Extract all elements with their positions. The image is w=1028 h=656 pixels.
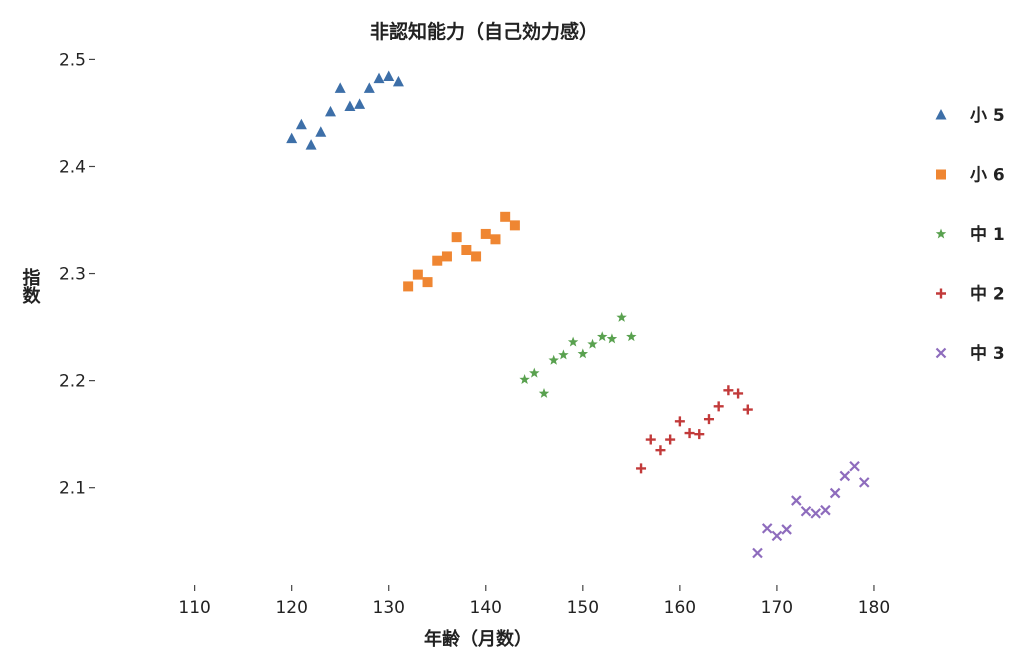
x-tick-label: 150: [567, 598, 599, 618]
data-point: [383, 70, 395, 82]
y-axis-label: 指数: [20, 267, 41, 305]
data-point: [636, 463, 647, 474]
y-tick-label: 2.5: [59, 50, 86, 70]
data-point: [703, 414, 714, 425]
data-point: [829, 487, 841, 499]
data-point: [645, 434, 656, 445]
data-point: [723, 385, 734, 396]
data-point: [509, 220, 520, 231]
data-point: [558, 349, 569, 360]
y-tick-label: 2.4: [59, 157, 86, 177]
x-tick-label: 180: [858, 598, 890, 618]
y-tick-label: 2.3: [59, 265, 86, 285]
data-point: [480, 228, 491, 239]
data-point: [771, 530, 783, 542]
x-tick-label: 110: [178, 598, 210, 618]
data-point: [597, 331, 608, 342]
data-point: [286, 132, 298, 144]
legend-label: 中 2: [970, 284, 1005, 305]
data-point: [733, 388, 744, 399]
data-point: [587, 338, 598, 349]
data-point: [548, 354, 559, 365]
data-point: [567, 336, 579, 347]
legend-marker: [935, 228, 947, 239]
x-tick-label: 120: [275, 598, 307, 618]
data-point: [373, 72, 385, 84]
data-point: [403, 281, 414, 292]
legend-label: 中 1: [970, 224, 1005, 245]
y-axis: 2.1 2.2 2.3 2.4 2.5: [59, 50, 95, 499]
data-point: [752, 547, 763, 559]
x-tick-label: 130: [373, 598, 405, 618]
x-tick-label: 160: [664, 598, 696, 618]
y-tick-label: 2.2: [59, 372, 86, 392]
y-tick-label: 2.1: [59, 479, 86, 499]
data-point: [392, 75, 404, 87]
data-point: [451, 232, 462, 243]
chart-title: 非認知能力（自己効力感）: [370, 20, 598, 43]
data-point: [820, 504, 831, 516]
data-point: [800, 505, 812, 517]
data-point: [849, 461, 860, 472]
data-point: [839, 470, 851, 482]
legend-label: 小 5: [970, 106, 1005, 126]
legend-marker: [935, 109, 947, 120]
legend-label: 中 3: [970, 343, 1005, 364]
data-point: [305, 139, 317, 150]
data-point: [412, 269, 423, 280]
data-point: [295, 118, 307, 130]
data-point: [354, 98, 366, 109]
data-point: [577, 348, 589, 359]
data-point: [500, 211, 511, 222]
series-group: [636, 385, 753, 474]
legend-marker: [936, 288, 946, 299]
data-point: [674, 416, 685, 427]
data-point: [471, 251, 482, 262]
legend-label: 小 6: [970, 166, 1005, 186]
data-point: [441, 251, 452, 262]
data-point: [655, 445, 666, 456]
data-point: [781, 524, 792, 535]
series-group: [752, 461, 870, 559]
x-tick-label: 140: [470, 598, 502, 618]
x-axis-label: 年齢（月数）: [424, 628, 532, 650]
data-point: [363, 82, 375, 93]
series-group: [519, 311, 637, 398]
plot-area: [286, 70, 870, 559]
data-point: [694, 429, 705, 440]
data-point: [529, 367, 540, 378]
data-point: [616, 311, 627, 322]
legend-marker: [935, 347, 947, 359]
data-point: [810, 508, 822, 519]
data-point: [432, 255, 443, 266]
series-group: [403, 211, 520, 292]
data-point: [791, 495, 802, 506]
data-point: [461, 245, 472, 255]
data-point: [761, 523, 773, 534]
legend-marker: [936, 169, 946, 180]
series-group: [286, 70, 404, 150]
data-point: [684, 428, 695, 439]
data-point: [315, 126, 327, 137]
data-point: [422, 277, 433, 288]
data-point: [490, 234, 501, 245]
data-point: [344, 100, 356, 112]
data-point: [713, 401, 724, 412]
data-point: [665, 434, 676, 445]
data-point: [742, 404, 753, 415]
data-point: [858, 477, 870, 488]
data-point: [606, 333, 618, 344]
data-point: [626, 331, 637, 342]
data-point: [519, 374, 530, 385]
data-point: [538, 387, 550, 398]
data-point: [325, 105, 336, 117]
x-axis: 110 120 130 140 150 160 170 180: [178, 585, 890, 618]
x-tick-label: 170: [761, 598, 793, 618]
data-point: [334, 82, 346, 93]
legend: 小 5 小 6 中 1 中 2 中 3: [935, 106, 1005, 364]
